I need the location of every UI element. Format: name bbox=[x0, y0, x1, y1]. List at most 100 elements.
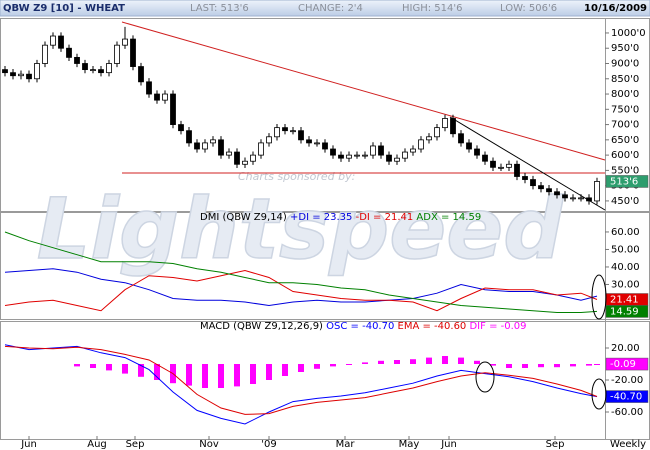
candle-body bbox=[162, 93, 168, 101]
histogram-bar bbox=[298, 364, 304, 372]
histogram-bar bbox=[522, 364, 528, 368]
histogram-bar bbox=[458, 357, 464, 364]
candle-body bbox=[50, 35, 56, 46]
candle-body bbox=[378, 145, 384, 156]
candle-body bbox=[418, 139, 424, 150]
candle-body bbox=[138, 66, 144, 83]
candle-body bbox=[362, 154, 368, 157]
candle-body bbox=[386, 154, 392, 162]
header-date: 10/16/2009 bbox=[584, 3, 647, 14]
histogram-bar bbox=[442, 356, 448, 364]
last-value-box bbox=[605, 357, 649, 371]
x-tick-label: Nov bbox=[199, 439, 219, 450]
histogram-bar bbox=[154, 364, 160, 380]
candle-body bbox=[266, 136, 272, 144]
series-line bbox=[4, 268, 598, 307]
histogram-bar bbox=[594, 364, 600, 365]
candle-body bbox=[594, 181, 600, 202]
candle-body bbox=[354, 154, 360, 157]
legend-entry: ADX = 14.59 bbox=[416, 212, 481, 223]
candle-body bbox=[42, 44, 48, 64]
y-tick-label: 650'0 bbox=[611, 135, 639, 146]
series-line bbox=[4, 344, 598, 425]
candle-body bbox=[146, 81, 152, 95]
macd-panel bbox=[0, 321, 650, 440]
legend-entry: OSC = -40.70 bbox=[326, 321, 394, 332]
candle-body bbox=[370, 145, 376, 156]
y-tick-label: 30.00 bbox=[611, 279, 640, 290]
candle-body bbox=[570, 197, 576, 200]
candle-body bbox=[546, 188, 552, 193]
x-tick-label: Aug bbox=[87, 439, 107, 450]
x-tick-label: Sep bbox=[126, 439, 145, 450]
candle-body bbox=[90, 69, 96, 72]
candle-body bbox=[122, 38, 128, 46]
candle-body bbox=[154, 93, 160, 101]
candle-body bbox=[346, 154, 352, 159]
histogram-bar bbox=[410, 359, 416, 364]
candle-body bbox=[10, 72, 16, 77]
histogram-bar bbox=[506, 364, 512, 368]
legend-entry: DIF = -0.09 bbox=[469, 321, 526, 332]
y-tick-label: 20.00 bbox=[611, 343, 640, 354]
annotation-oval bbox=[475, 361, 495, 393]
x-tick-label: Sep bbox=[546, 439, 565, 450]
y-tick-label: 750'0 bbox=[611, 104, 639, 115]
candle-body bbox=[394, 157, 400, 162]
candle-body bbox=[554, 191, 560, 196]
last-value-box bbox=[605, 305, 649, 318]
x-tick-label: Mar bbox=[336, 439, 356, 450]
histogram-bar bbox=[234, 364, 240, 387]
candle-body bbox=[290, 130, 296, 133]
last-value-box bbox=[605, 175, 649, 188]
last-value-label: 21.41 bbox=[610, 295, 639, 306]
header-last: LAST: 513'6 bbox=[190, 3, 249, 14]
candle-body bbox=[202, 142, 208, 150]
candle-body bbox=[218, 139, 224, 156]
histogram-bar bbox=[346, 364, 352, 365]
histogram-bar bbox=[250, 364, 256, 384]
header-title: QBW Z9 [10] - WHEAT bbox=[3, 3, 125, 14]
candle-body bbox=[298, 130, 304, 141]
candle-body bbox=[178, 124, 184, 132]
y-tick-label: -20.00 bbox=[611, 375, 643, 386]
y-tick-label: 40.00 bbox=[611, 262, 640, 273]
candle-body bbox=[402, 151, 408, 159]
y-tick-label: 60.00 bbox=[611, 227, 640, 238]
candle-body bbox=[338, 154, 344, 159]
histogram-bar bbox=[378, 360, 384, 364]
y-tick-label: 700'0 bbox=[611, 120, 639, 131]
histogram-bar bbox=[186, 364, 192, 386]
histogram-bar bbox=[362, 362, 368, 364]
x-tick-label: Jun bbox=[20, 439, 37, 450]
y-tick-label: 1000'0 bbox=[611, 28, 646, 39]
y-tick-label: 600'0 bbox=[611, 150, 639, 161]
candle-body bbox=[282, 127, 288, 132]
trendline bbox=[449, 116, 606, 211]
histogram-bar bbox=[490, 364, 496, 366]
candle-body bbox=[538, 185, 544, 190]
last-value-label: 14.59 bbox=[610, 306, 639, 317]
candle-body bbox=[194, 142, 200, 150]
histogram-bar bbox=[138, 364, 144, 377]
candle-body bbox=[514, 163, 520, 177]
legend-entry: MACD (QBW Z9,12,26,9) bbox=[200, 321, 323, 332]
histogram-bar bbox=[570, 364, 576, 367]
legend-entry: -DI = 21.41 bbox=[356, 212, 414, 223]
histogram-bar bbox=[218, 364, 224, 388]
candle-body bbox=[170, 93, 176, 125]
histogram-bar bbox=[122, 364, 128, 374]
candle-body bbox=[242, 160, 248, 165]
histogram-bar bbox=[74, 364, 80, 367]
candle-body bbox=[2, 69, 8, 74]
candle-body bbox=[330, 148, 336, 156]
y-tick-label: 950'0 bbox=[611, 43, 639, 54]
candle-body bbox=[410, 148, 416, 153]
marks: 1000'0 950'0 900'0 850'0 800'0 750'0 700'0 650'… bbox=[2, 26, 649, 450]
histogram-bar bbox=[106, 364, 112, 371]
header-bar bbox=[0, 0, 650, 17]
candle-body bbox=[482, 154, 488, 162]
candle-body bbox=[250, 154, 256, 162]
candle-body bbox=[466, 142, 472, 150]
